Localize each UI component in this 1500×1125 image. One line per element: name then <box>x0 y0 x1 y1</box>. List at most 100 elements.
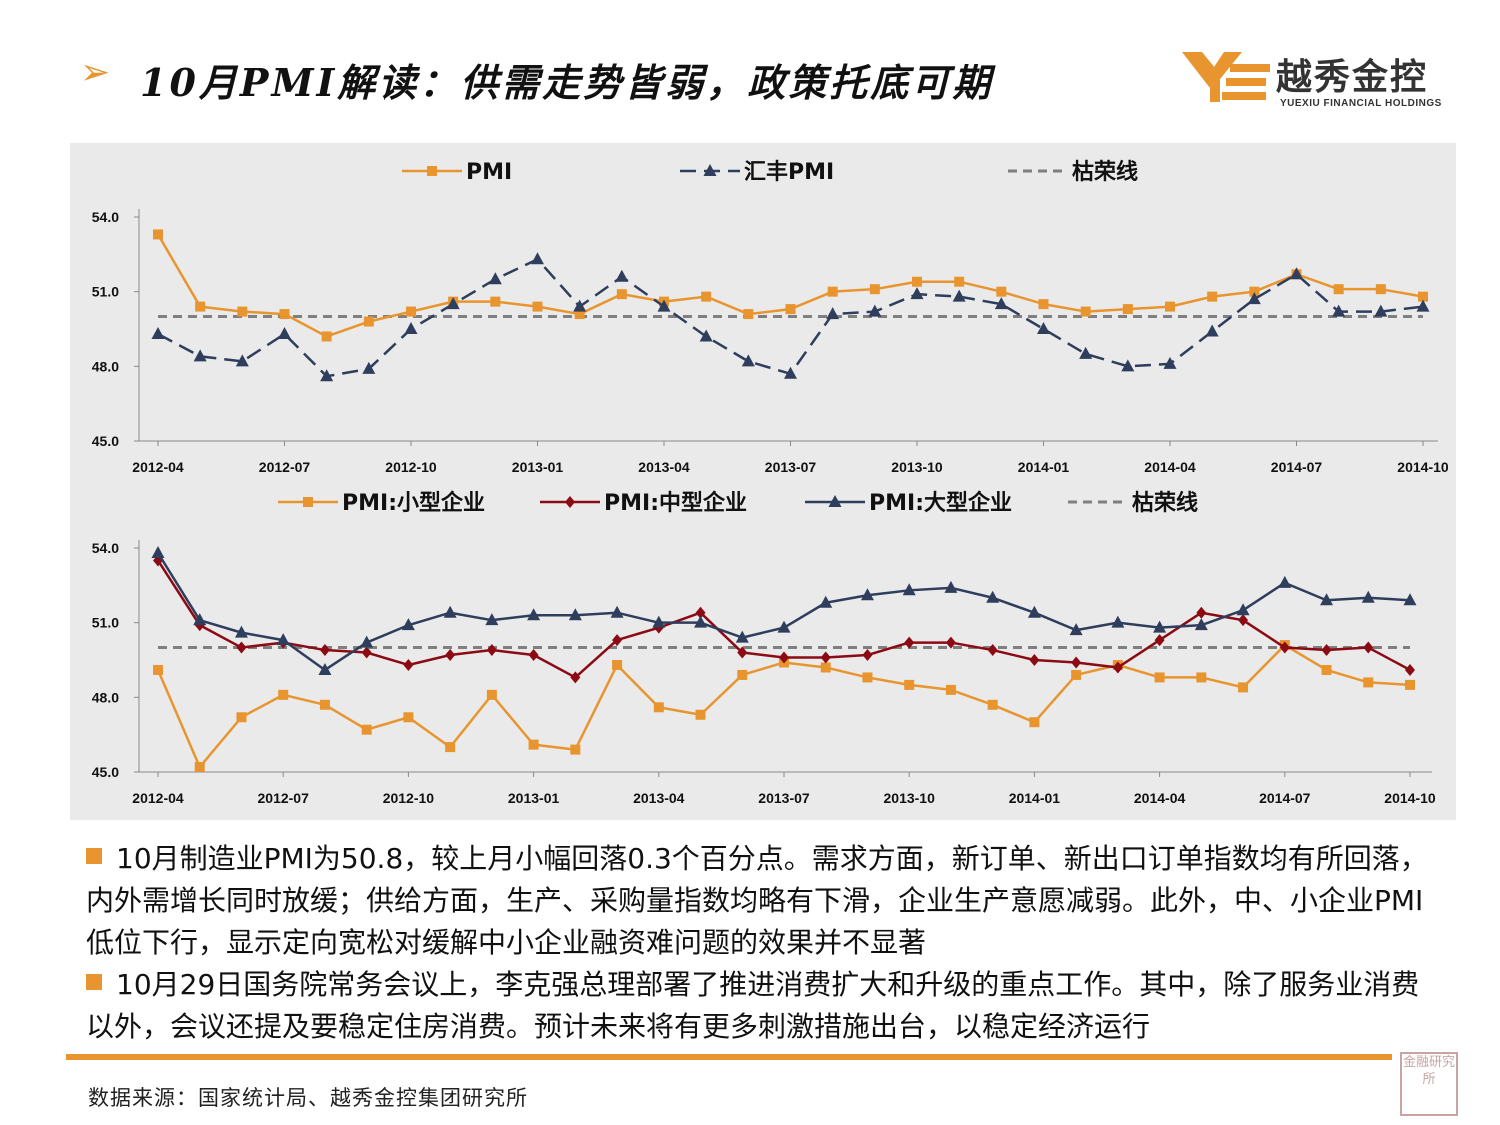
chart-1-series-2-point <box>910 287 924 300</box>
chart-1-series-2-point <box>193 349 207 362</box>
chart-2-series-3-point <box>652 615 666 628</box>
chart-1-series-1-point <box>701 291 712 302</box>
charts-svg: 45.0 48.0 51.0 54.0 2012-04 2012-07 2012-10 201… <box>92 159 1449 806</box>
chart-1-series-2-point <box>320 369 334 382</box>
chart-1-series-1-point <box>1418 291 1428 302</box>
chart-2-series-3-point <box>318 662 332 675</box>
chart-2-legend-label: 枯荣线 <box>1132 490 1198 516</box>
chart-2-series-3-point <box>443 605 457 618</box>
chart-2-series-1-point <box>904 679 915 690</box>
chart-2-series-1-point <box>1154 672 1165 683</box>
chart-1-series-2-point <box>1205 324 1219 337</box>
chart-1-series-2-point <box>362 361 376 374</box>
chart-1-series-1-point <box>490 296 501 307</box>
chart-2-series-2-point <box>945 636 956 649</box>
chart-1-series-2-point <box>994 297 1008 310</box>
chart-2-series-3-point <box>986 590 1000 603</box>
chart-2-y-tick-label: 51.0 <box>92 615 119 631</box>
chart-2-series-3-point <box>234 625 248 638</box>
chart-2-series-2-point <box>1321 644 1332 657</box>
chart-1-series-2-point <box>1079 346 1093 359</box>
chart-1-series-2-point <box>235 354 249 367</box>
chart-1-legend-label: 枯荣线 <box>1072 159 1138 185</box>
chart-1-y-tick-label: 45.0 <box>92 433 119 449</box>
slide-title: 10月PMI解读：供需走势皆弱，政策托底可期 <box>140 60 994 105</box>
chart-1-series-2-point <box>615 269 629 282</box>
chart-2-series-2-point <box>1363 641 1374 654</box>
chart-2-series-2-point <box>236 641 247 654</box>
chart-1-legend-label: 汇丰PMI <box>744 160 834 185</box>
chart-2-series-3-point <box>777 620 791 633</box>
chart-2-legend-marker <box>303 497 313 507</box>
chart-1-series-2-point <box>868 304 882 317</box>
chart-1-series-1-point <box>153 229 163 240</box>
paragraph-1-text: 10月制造业PMI为50.8，较上月小幅回落0.3个百分点。需求方面，新订单、新… <box>86 842 1428 959</box>
chart-2-series-1-point <box>987 699 998 710</box>
logo-name-en: YUEXIU FINANCIAL HOLDINGS <box>1280 98 1442 109</box>
chart-1-series-1-point <box>616 289 627 300</box>
chart-1-x-tick-label: 2014-01 <box>1018 459 1070 475</box>
chart-1-series-1-point <box>1207 291 1218 302</box>
chart-1-x-tick-label: 2013-10 <box>891 459 943 475</box>
chart-2-series-1-point <box>1029 717 1040 728</box>
chart-1-series-1-point <box>785 304 796 315</box>
chart-2-series-3-point <box>1403 593 1417 606</box>
chart-2-series-3-point <box>902 583 916 596</box>
chart-2-series-1-point <box>445 742 456 753</box>
chart-2-series-1-point <box>486 689 497 700</box>
chart-2-series-2-point <box>486 644 497 657</box>
chart-2-x-tick-label: 2013-10 <box>884 790 936 806</box>
chart-1-x-tick-label: 2013-07 <box>765 459 817 475</box>
chart-2-series-1-point <box>528 739 539 750</box>
chart-1-legend-marker <box>703 164 717 176</box>
chart-2-series-1-point <box>862 672 873 683</box>
chart-2-series-3-point <box>860 588 874 601</box>
chart-1-series-1-point <box>406 306 416 317</box>
chart-2-x-tick-label: 2014-07 <box>1259 790 1311 806</box>
chart-1-y-tick-label: 51.0 <box>92 284 119 300</box>
chart-2-series-3-point <box>276 633 290 646</box>
chart-2-series-2-point <box>570 671 581 684</box>
chart-2-series-3-point <box>151 545 165 558</box>
chart-2-series-2-point <box>904 636 915 649</box>
bullet-square-icon <box>86 974 102 990</box>
chart-2-x-tick-label: 2013-07 <box>758 790 810 806</box>
chart-1-legend-marker <box>427 166 437 176</box>
chart-1-series-2-point <box>1332 304 1346 317</box>
chart-2-series-3-point <box>735 630 749 643</box>
chart-1-series-2-point <box>1290 267 1303 280</box>
chart-2-series-1-point <box>319 699 330 710</box>
chart-2-x-tick-label: 2014-01 <box>1009 790 1061 806</box>
chart-1-x-tick-label: 2014-10 <box>1397 459 1449 475</box>
chart-2-y-tick-label: 54.0 <box>92 540 119 556</box>
chart-1-series-2-point <box>531 252 544 265</box>
chart-1-series-2-point <box>741 354 755 367</box>
chart-2-series-2-point <box>862 649 873 662</box>
charts-panel: 45.0 48.0 51.0 54.0 2012-04 2012-07 2012-10 201… <box>70 143 1456 820</box>
chart-2-y-tick-label: 48.0 <box>92 689 119 705</box>
chart-2-series-3-point <box>360 635 374 648</box>
chart-1-series-2-point <box>826 307 840 320</box>
chart-1-series-2-point <box>488 272 502 285</box>
chart-2-series-2-point <box>1154 634 1165 647</box>
chart-1-series-2-point <box>404 322 418 334</box>
chart-2-series-2-point <box>1029 654 1040 666</box>
chart-1-series-1-point <box>321 331 332 342</box>
chart-1-legend-label: PMI <box>466 160 512 185</box>
bullet-square-icon <box>86 848 102 864</box>
chart-2-series-1-point <box>653 702 664 713</box>
chart-1-series-2-point <box>784 366 797 379</box>
chart-2-series-2-point <box>1071 656 1082 669</box>
chart-2-series-1-point <box>403 712 414 723</box>
chart-1-series-2-point <box>1163 356 1177 369</box>
chart-2-series-2-point <box>779 651 789 664</box>
chart-1-series-1-line <box>156 233 1424 338</box>
chart-2-series-1-point <box>1363 677 1374 688</box>
chart-2-series-3-point <box>819 595 833 608</box>
chart-2-legend-label: PMI:小型企业 <box>342 490 485 516</box>
chart-2-series-2-point <box>1238 614 1249 627</box>
chart-2-series-1-point <box>236 712 247 723</box>
chart-2-series-3-point <box>1236 603 1250 616</box>
footer-divider <box>66 1054 1392 1060</box>
chart-2-series-3-point <box>1027 605 1041 618</box>
